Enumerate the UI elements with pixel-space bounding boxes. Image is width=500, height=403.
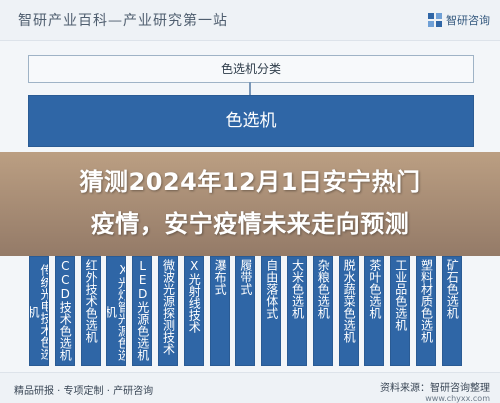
category-label: CCD技术色选机 <box>58 259 73 361</box>
category-label: LED光源色选机 <box>135 259 150 361</box>
category-node: 微波光源探测技术 <box>158 256 178 366</box>
category-label: X光射线技术 <box>187 259 202 333</box>
category-label: 矿石色选机 <box>445 259 460 319</box>
brand-name: 智研咨询 <box>446 14 490 27</box>
footer-source-block: 资料来源：智研咨询整理 www.chyxx.com <box>380 379 490 403</box>
category-label: 履带式 <box>238 259 253 295</box>
category-node: 工业品色选机 <box>390 256 411 366</box>
category-label: 自由落体式 <box>264 259 279 319</box>
banner-headline-line-1: 猜测2024年12月1日安宁热门 <box>79 168 421 196</box>
category-label: 工业品色选机 <box>393 259 408 331</box>
footer-source: 资料来源：智研咨询整理 <box>380 383 490 394</box>
category-label: 微波光源探测技术 <box>161 259 176 355</box>
footer-services: 精品研报 · 专项定制 · 产研咨询 <box>14 386 154 397</box>
category-node: X光灯管光源色选机 <box>106 256 127 366</box>
category-node: 红外技术色选机 <box>80 256 101 366</box>
category-node: 传统光电技术色选机 <box>29 256 49 366</box>
category-label: 塑料材质色选机 <box>419 259 434 343</box>
connector-title-root <box>249 82 251 95</box>
category-node: 茶叶色选机 <box>364 256 385 366</box>
category-node: CCD技术色选机 <box>54 256 75 366</box>
category-node: 自由落体式 <box>261 256 282 366</box>
category-label: X光灯管光源色选机 <box>106 263 127 361</box>
category-label: 传统光电技术色选机 <box>29 264 49 360</box>
category-node: 塑料材质色选机 <box>416 256 436 366</box>
category-node: LED光源色选机 <box>132 256 153 366</box>
page-footer: 精品研报 · 专项定制 · 产研咨询 资料来源：智研咨询整理 www.chyxx… <box>0 372 500 403</box>
category-node: 杂粮色选机 <box>312 256 333 366</box>
site-header: 智研产业百科—产业研究第一站 智研咨询 <box>0 0 500 41</box>
category-label: 大米色选机 <box>290 259 305 319</box>
header-title: 智研产业百科—产业研究第一站 <box>18 13 228 29</box>
category-node: 履带式 <box>235 256 256 366</box>
title-banner <box>0 152 500 256</box>
diagram-root-node: 色选机 <box>28 95 474 147</box>
category-label: 茶叶色选机 <box>367 259 382 319</box>
footer-url[interactable]: www.chyxx.com <box>425 394 490 403</box>
category-label: 脱水蔬菜色选机 <box>342 259 357 343</box>
category-node: 脱水蔬菜色选机 <box>338 256 359 366</box>
banner-headline-line-2: 疫情，安宁疫情未来走向预测 <box>90 210 410 238</box>
category-node: 大米色选机 <box>287 256 307 366</box>
category-label: 杂粮色选机 <box>316 259 331 319</box>
brand-logo-icon <box>428 13 442 27</box>
category-node: 矿石色选机 <box>441 256 462 366</box>
brand-logo[interactable]: 智研咨询 <box>428 12 490 28</box>
category-node: X光射线技术 <box>183 256 204 366</box>
category-node: 瀑布式 <box>209 256 230 366</box>
category-label: 瀑布式 <box>213 259 228 295</box>
category-label: 红外技术色选机 <box>84 259 99 343</box>
diagram-category-title: 色选机分类 <box>28 55 474 83</box>
